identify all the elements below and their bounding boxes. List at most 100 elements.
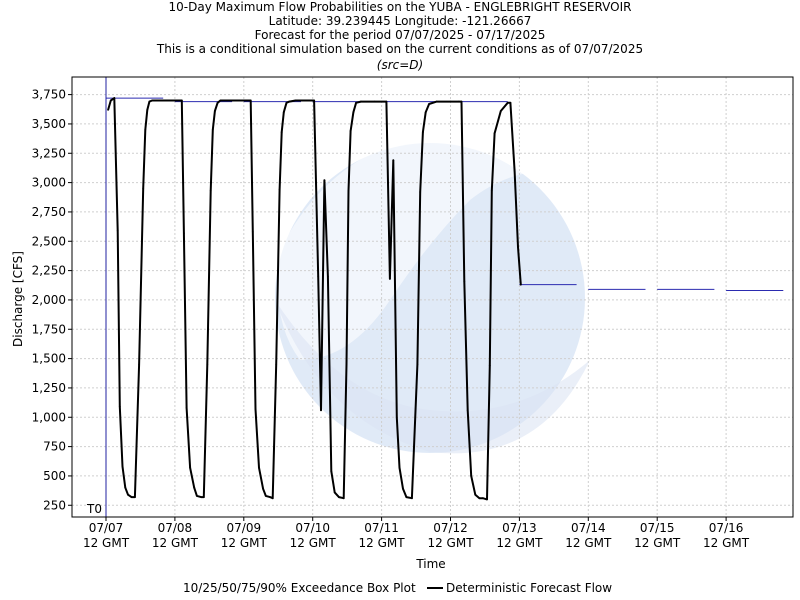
series-point — [422, 131, 424, 134]
t0-marker: T0 — [86, 77, 107, 517]
series-point — [449, 100, 452, 103]
series-point — [124, 486, 127, 489]
plot-frame — [71, 76, 794, 518]
series-point — [138, 363, 141, 366]
series-point — [389, 277, 391, 280]
y-tick-label: 3,000 — [32, 176, 66, 190]
x-tick-label-time: 12 GMT — [221, 536, 268, 550]
series-point — [478, 497, 481, 500]
series-point — [320, 409, 322, 412]
x-tick-label-date: 07/09 — [227, 521, 262, 535]
x-tick-label-time: 12 GMT — [83, 536, 130, 550]
series-point — [183, 232, 185, 235]
x-tick-label-time: 12 GMT — [634, 536, 681, 550]
series-point — [488, 364, 491, 367]
series-point — [202, 496, 205, 498]
series-point — [352, 111, 355, 114]
series-point — [193, 486, 196, 489]
series-point — [333, 491, 336, 494]
chart-title-line: This is a conditional simulation based o… — [156, 42, 643, 56]
y-tick-label: 3,500 — [32, 117, 66, 131]
t0-label: T0 — [86, 502, 102, 516]
y-tick-label: 250 — [43, 498, 66, 512]
series-point — [347, 189, 350, 192]
noaa-watermark-logo — [275, 128, 590, 454]
chart-title-line: Latitude: 39.239445 Longitude: -121.2666… — [269, 14, 532, 28]
series-point — [385, 100, 388, 103]
series-point — [424, 111, 427, 114]
y-tick-label: 2,750 — [32, 205, 66, 219]
series-point — [189, 466, 192, 469]
series-point — [499, 110, 502, 112]
series-point — [134, 496, 136, 498]
noaa-gull-shape — [277, 128, 585, 360]
x-tick-label-date: 07/13 — [502, 521, 537, 535]
x-tick-label-date: 07/14 — [571, 521, 606, 535]
series-point — [258, 466, 260, 469]
series-point — [121, 465, 124, 468]
chart-title-line: 10-Day Maximum Flow Probabilities on the… — [169, 0, 632, 14]
series-point — [113, 97, 116, 99]
series-point — [435, 100, 438, 103]
series-point — [419, 191, 422, 193]
series-point — [395, 416, 398, 419]
series-point — [249, 99, 252, 102]
series-point — [493, 132, 496, 135]
series-point — [142, 187, 145, 190]
series-point — [148, 100, 151, 103]
series-point — [338, 496, 340, 498]
series-point — [275, 363, 278, 366]
series-point — [107, 109, 109, 111]
chart-titles: 10-Day Maximum Flow Probabilities on the… — [156, 0, 643, 72]
series-point — [411, 497, 413, 500]
series-point — [317, 275, 320, 278]
series-point — [428, 103, 430, 105]
series-point — [308, 99, 311, 102]
x-tick-label-date: 07/10 — [295, 521, 330, 535]
series-point — [236, 99, 238, 102]
series-point — [251, 231, 254, 233]
series-point — [118, 405, 121, 408]
y-tick-label: 3,250 — [32, 146, 66, 160]
series-point — [269, 496, 271, 498]
legend-line-label: Deterministic Forecast Flow — [446, 581, 612, 595]
series-point — [156, 99, 159, 102]
series-point — [180, 99, 183, 102]
chart-title-line: Forecast for the period 07/07/2025 - 07/… — [255, 28, 546, 42]
series-point — [519, 283, 522, 286]
x-tick-label-time: 12 GMT — [703, 536, 750, 550]
series-point — [282, 111, 285, 114]
series-point — [211, 128, 214, 131]
series-point — [355, 101, 357, 104]
series-point — [470, 475, 473, 477]
y-tick-label: 2,000 — [32, 293, 66, 307]
series-point — [486, 498, 488, 501]
noaa-wave-shape — [275, 300, 590, 454]
y-tick-label: 750 — [43, 440, 66, 454]
series-point — [206, 363, 209, 366]
series-point — [463, 280, 466, 283]
x-tick-label-date: 07/15 — [640, 521, 675, 535]
series-point — [466, 409, 469, 412]
chart-title-line: (src=D) — [377, 58, 423, 72]
series-point — [345, 363, 348, 366]
series-point — [144, 128, 147, 131]
y-tick-label: 2,250 — [32, 264, 66, 278]
series-point — [264, 495, 267, 497]
series-point — [405, 496, 408, 498]
series-point — [216, 101, 219, 104]
series-point — [373, 100, 376, 103]
series-point — [167, 99, 169, 102]
x-tick-label-date: 07/12 — [433, 521, 468, 535]
series-point — [482, 497, 484, 500]
series-point — [323, 179, 326, 182]
series-point — [490, 189, 493, 192]
series-point — [185, 407, 188, 409]
series-point — [327, 275, 329, 278]
x-tick-label-time: 12 GMT — [359, 536, 406, 550]
series-point — [209, 189, 212, 192]
series-point — [360, 100, 362, 103]
series-point — [517, 246, 519, 249]
x-tick-label-date: 07/16 — [709, 521, 744, 535]
